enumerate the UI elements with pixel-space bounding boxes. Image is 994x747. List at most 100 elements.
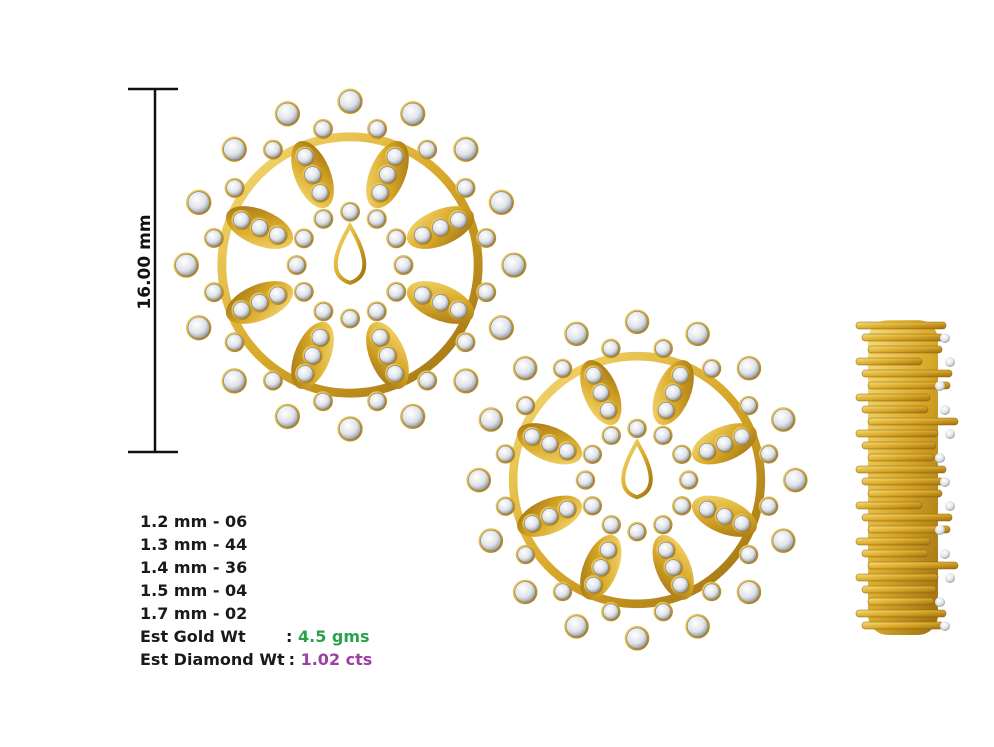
weight-row: Est Diamond Wt: 1.02 cts bbox=[140, 650, 372, 669]
diamond bbox=[414, 226, 431, 244]
diamond bbox=[655, 603, 672, 620]
diamond bbox=[497, 445, 514, 462]
diamond bbox=[784, 469, 806, 491]
diamond bbox=[490, 191, 513, 214]
diamond bbox=[314, 392, 332, 410]
diamond bbox=[740, 397, 757, 414]
diamond bbox=[554, 360, 571, 377]
diamond bbox=[524, 428, 541, 445]
diamond bbox=[386, 148, 404, 165]
diamond bbox=[654, 427, 671, 444]
diamond bbox=[665, 384, 682, 401]
diamond bbox=[341, 203, 359, 220]
diamond bbox=[269, 286, 286, 304]
spec-line: 1.7 mm - 02 bbox=[140, 604, 248, 623]
gold-prong bbox=[855, 501, 923, 510]
diamond bbox=[401, 102, 424, 125]
diamond bbox=[554, 583, 571, 600]
weight-value: 1.02 cts bbox=[300, 650, 373, 669]
diamond bbox=[454, 138, 477, 161]
gold-prong bbox=[867, 561, 959, 570]
diamond bbox=[368, 392, 386, 410]
diamond bbox=[175, 254, 198, 276]
diamond bbox=[187, 316, 210, 339]
diamond bbox=[432, 294, 449, 311]
diamond bbox=[603, 516, 620, 533]
diamond bbox=[673, 497, 690, 514]
earring-side-view bbox=[855, 320, 959, 635]
diamond bbox=[418, 141, 436, 158]
weight-label: Est Diamond Wt bbox=[140, 650, 285, 669]
diamond bbox=[311, 329, 329, 346]
diamond bbox=[314, 210, 332, 228]
dimension-label: 16.00 mm bbox=[135, 214, 155, 309]
diamond bbox=[264, 141, 282, 158]
diamond bbox=[295, 229, 313, 247]
diamond bbox=[497, 498, 514, 515]
diamond bbox=[450, 301, 467, 319]
diamond bbox=[379, 166, 396, 183]
diamond bbox=[945, 357, 955, 367]
diamond bbox=[226, 179, 243, 197]
diamond bbox=[477, 283, 495, 301]
diamond bbox=[577, 471, 594, 489]
diamond bbox=[339, 417, 361, 440]
diamond bbox=[628, 523, 646, 540]
diamond bbox=[716, 508, 733, 525]
gold-prong bbox=[867, 453, 935, 462]
diamond bbox=[276, 405, 299, 428]
diamond bbox=[940, 477, 950, 487]
diamond bbox=[935, 453, 945, 463]
gold-prong bbox=[861, 621, 945, 630]
diamond bbox=[738, 581, 760, 603]
diamond bbox=[368, 210, 386, 228]
diamond bbox=[603, 427, 620, 444]
diamond bbox=[703, 583, 720, 600]
weight-row: Est Gold Wt:4.5 gms bbox=[140, 627, 370, 646]
diamond bbox=[457, 333, 474, 351]
diamond bbox=[592, 559, 609, 576]
spec-line: 1.4 mm - 36 bbox=[140, 558, 248, 577]
weight-value: 4.5 gms bbox=[298, 627, 370, 646]
diamond bbox=[655, 340, 672, 357]
diamond bbox=[251, 219, 268, 236]
diamond bbox=[703, 360, 720, 377]
diamond bbox=[480, 529, 502, 552]
diamond bbox=[341, 310, 359, 327]
diamond bbox=[368, 302, 386, 320]
gold-prong bbox=[867, 597, 935, 606]
diamond bbox=[626, 311, 648, 333]
diamond bbox=[379, 347, 396, 364]
diamond bbox=[371, 184, 389, 201]
diamond bbox=[311, 184, 329, 201]
diamond bbox=[304, 166, 321, 183]
diamond bbox=[940, 549, 950, 559]
diamond bbox=[940, 333, 950, 343]
gold-prong bbox=[861, 585, 937, 594]
diamond bbox=[339, 90, 361, 113]
diamond bbox=[288, 256, 305, 274]
diamond bbox=[935, 525, 945, 535]
weight-label: Est Gold Wt bbox=[140, 627, 246, 646]
gold-prong bbox=[861, 549, 929, 558]
gold-prong bbox=[855, 573, 939, 582]
diamond bbox=[772, 529, 794, 552]
diamond bbox=[585, 576, 602, 593]
gold-ring bbox=[508, 351, 766, 609]
diamond bbox=[187, 191, 210, 214]
spec-line: 1.2 mm - 06 bbox=[140, 512, 248, 531]
diamond bbox=[565, 323, 588, 345]
diamond bbox=[599, 402, 617, 419]
diamond bbox=[559, 500, 576, 518]
diamond bbox=[686, 323, 709, 345]
diamond bbox=[314, 302, 332, 320]
diamond bbox=[945, 573, 955, 583]
diamond bbox=[935, 597, 945, 607]
spec-line: 1.3 mm - 44 bbox=[140, 535, 248, 554]
diamond bbox=[698, 442, 715, 460]
diamond bbox=[585, 367, 602, 384]
diamond bbox=[502, 254, 525, 276]
diamond bbox=[760, 445, 777, 462]
diamond bbox=[314, 120, 332, 138]
